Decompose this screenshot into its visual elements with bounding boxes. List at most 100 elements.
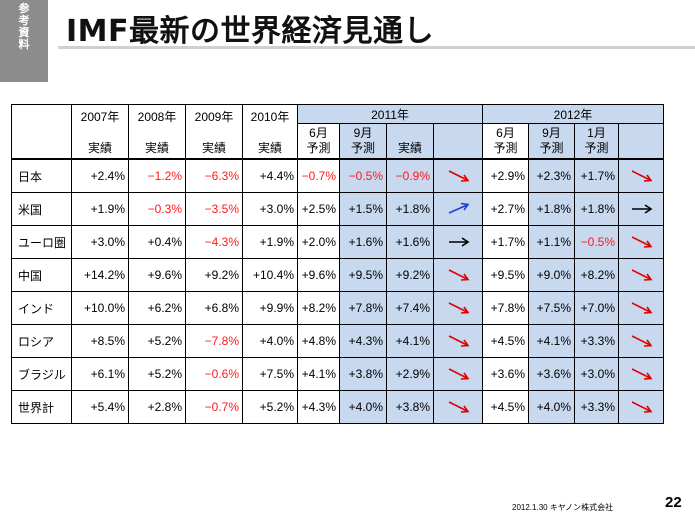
- value-cell: −0.5%: [339, 158, 387, 193]
- value-cell: −3.5%: [185, 192, 243, 226]
- value-cell: +5.2%: [242, 390, 298, 424]
- reference-material-tag: 参 考 資 料: [0, 0, 48, 82]
- row-label: インド: [11, 291, 72, 325]
- value-cell: +0.4%: [128, 225, 186, 259]
- value-cell: +8.2%: [297, 291, 340, 325]
- value-cell: +1.7%: [574, 158, 619, 193]
- table-row: 世界計 +5.4% +2.8% −0.7% +5.2% +4.3% +4.0% +3.8% +4…: [11, 390, 664, 424]
- trend-arrow-icon: [618, 324, 664, 358]
- value-cell: −0.7%: [185, 390, 243, 424]
- header-year: 2007年 実績: [71, 104, 129, 160]
- footer-credit: 2012.1.30 キヤノン株式会社: [512, 503, 614, 512]
- value-cell: −0.9%: [386, 158, 434, 193]
- value-cell: +7.5%: [528, 291, 575, 325]
- value-cell: +1.8%: [528, 192, 575, 226]
- value-cell: +3.3%: [574, 390, 619, 424]
- value-cell: +7.5%: [242, 357, 298, 391]
- page-number: 22: [665, 494, 682, 511]
- header-sub: 6月 予測: [297, 123, 340, 160]
- header-year: 2009年 実績: [185, 104, 243, 160]
- value-cell: −6.3%: [185, 158, 243, 193]
- row-label: ブラジル: [11, 357, 72, 391]
- trend-arrow-icon: [618, 390, 664, 424]
- value-cell: +2.9%: [482, 158, 529, 193]
- value-cell: +9.2%: [386, 258, 434, 292]
- value-cell: +1.8%: [574, 192, 619, 226]
- value-cell: +2.8%: [128, 390, 186, 424]
- value-cell: +4.1%: [386, 324, 434, 358]
- table-row: 日本 +2.4% −1.2% −6.3% +4.4% −0.7% −0.5% −0.9% +2.…: [11, 158, 664, 193]
- trend-arrow-icon: [618, 357, 664, 391]
- header-group-2011: 2011年: [297, 104, 483, 124]
- header-sub: 1月 予測: [574, 123, 619, 160]
- value-cell: +5.4%: [71, 390, 129, 424]
- header-sub: 9月 予測: [528, 123, 575, 160]
- value-cell: +4.1%: [528, 324, 575, 358]
- value-cell: +3.0%: [574, 357, 619, 391]
- value-cell: +3.0%: [242, 192, 298, 226]
- trend-arrow-icon: [618, 158, 664, 193]
- value-cell: +4.3%: [297, 390, 340, 424]
- title-underline: [58, 46, 695, 49]
- table-row: ロシア +8.5% +5.2% −7.8% +4.0% +4.8% +4.3% +4.1% +4…: [11, 324, 664, 358]
- value-cell: +1.7%: [482, 225, 529, 259]
- value-cell: +5.2%: [128, 357, 186, 391]
- header-corner: [11, 104, 72, 160]
- row-label: 日本: [11, 158, 72, 193]
- trend-arrow-icon: [618, 225, 664, 259]
- value-cell: +1.6%: [386, 225, 434, 259]
- value-cell: +9.0%: [528, 258, 575, 292]
- value-cell: +2.4%: [71, 158, 129, 193]
- header-group-2012: 2012年: [482, 104, 664, 124]
- value-cell: +2.5%: [297, 192, 340, 226]
- value-cell: +1.1%: [528, 225, 575, 259]
- value-cell: +4.5%: [482, 324, 529, 358]
- value-cell: +6.1%: [71, 357, 129, 391]
- value-cell: +4.5%: [482, 390, 529, 424]
- value-cell: +3.0%: [71, 225, 129, 259]
- value-cell: +2.3%: [528, 158, 575, 193]
- value-cell: −4.3%: [185, 225, 243, 259]
- forecast-table: 2007年 実績 2008年 実績 2009年 実績 2010年 実績 2011年 20…: [11, 104, 664, 424]
- value-cell: −0.6%: [185, 357, 243, 391]
- trend-arrow-icon: [433, 291, 483, 325]
- trend-arrow-icon: [618, 192, 664, 226]
- value-cell: +2.9%: [386, 357, 434, 391]
- value-cell: +14.2%: [71, 258, 129, 292]
- value-cell: +3.6%: [482, 357, 529, 391]
- value-cell: +7.8%: [482, 291, 529, 325]
- value-cell: +7.4%: [386, 291, 434, 325]
- value-cell: +6.8%: [185, 291, 243, 325]
- trend-arrow-icon: [433, 225, 483, 259]
- value-cell: +10.0%: [71, 291, 129, 325]
- header-year: 2008年 実績: [128, 104, 186, 160]
- value-cell: +1.6%: [339, 225, 387, 259]
- value-cell: +4.0%: [242, 324, 298, 358]
- header-sub-arrow: [433, 123, 483, 160]
- value-cell: +3.3%: [574, 324, 619, 358]
- value-cell: +7.0%: [574, 291, 619, 325]
- header-sub: 9月 予測: [339, 123, 387, 160]
- value-cell: −7.8%: [185, 324, 243, 358]
- value-cell: +9.9%: [242, 291, 298, 325]
- value-cell: +2.7%: [482, 192, 529, 226]
- tag-char: 考: [18, 14, 30, 27]
- header-sub: 6月 予測: [482, 123, 529, 160]
- value-cell: −1.2%: [128, 158, 186, 193]
- trend-arrow-icon: [433, 357, 483, 391]
- value-cell: +9.2%: [185, 258, 243, 292]
- value-cell: +4.4%: [242, 158, 298, 193]
- value-cell: +1.9%: [242, 225, 298, 259]
- header-sub: 実績: [386, 123, 434, 160]
- value-cell: +4.0%: [339, 390, 387, 424]
- trend-arrow-icon: [433, 258, 483, 292]
- row-label: ユーロ圏: [11, 225, 72, 259]
- value-cell: +3.8%: [386, 390, 434, 424]
- tag-char: 資: [18, 26, 30, 39]
- value-cell: −0.7%: [297, 158, 340, 193]
- header-row-years: 2007年 実績 2008年 実績 2009年 実績 2010年 実績 2011年 20…: [11, 104, 664, 160]
- table-row: 米国 +1.9% −0.3% −3.5% +3.0% +2.5% +1.5% +1.8% +2.…: [11, 192, 664, 226]
- trend-arrow-icon: [618, 258, 664, 292]
- trend-arrow-icon: [618, 291, 664, 325]
- value-cell: +2.0%: [297, 225, 340, 259]
